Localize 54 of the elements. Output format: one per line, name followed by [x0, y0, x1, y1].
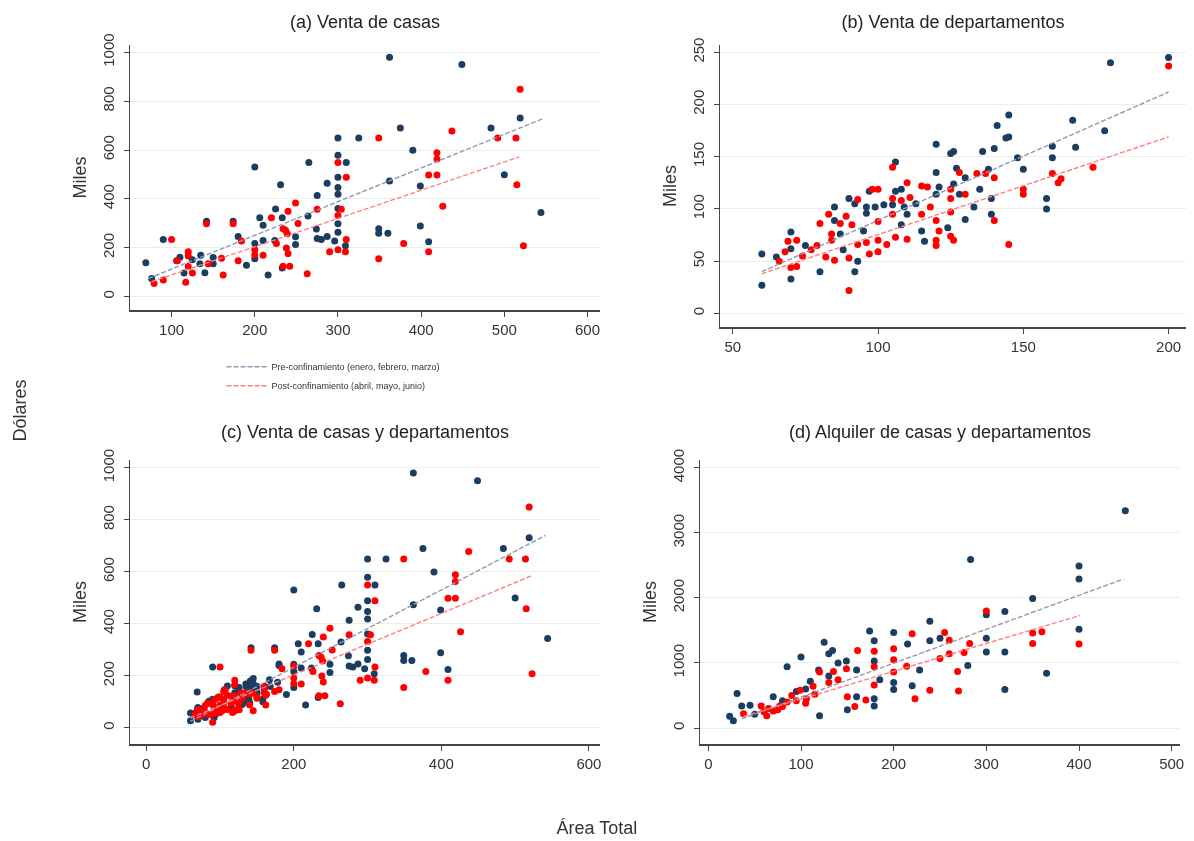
y-tick-label: 100 — [689, 194, 707, 220]
y-tick-label: 3000 — [669, 513, 687, 548]
y-tick-label: 4000 — [669, 448, 687, 483]
y-tick-label: 400 — [99, 609, 117, 635]
x-tick-label: 200 — [242, 320, 268, 338]
y-tick-label: 1000 — [99, 448, 117, 483]
x-tick-label: 50 — [724, 337, 742, 355]
y-tick-label: 150 — [689, 141, 707, 168]
x-tick-label: 150 — [1010, 337, 1036, 355]
y-tick-label: 600 — [99, 557, 117, 583]
x-tick-label: 100 — [865, 337, 891, 355]
y-axis-title: Miles — [69, 580, 90, 624]
y-tick-label: 1000 — [99, 33, 117, 67]
y-tick-label: 800 — [99, 505, 117, 531]
legend-label: Pre-confinamiento (enero, febrero, marzo) — [271, 362, 440, 373]
y-tick-label: 1000 — [669, 644, 687, 678]
x-tick-label: 200 — [881, 754, 907, 772]
x-tick-label: 400 — [1066, 754, 1092, 772]
x-tick-label: 200 — [281, 754, 307, 772]
chart-title: (a) Venta de casas — [289, 12, 441, 33]
y-tick-label: 200 — [689, 89, 707, 115]
x-tick-label: 500 — [1159, 754, 1185, 772]
y-axis-title: Miles — [69, 156, 90, 199]
y-tick-label: 0 — [689, 307, 707, 316]
text: Dólares — [9, 378, 31, 442]
y-tick-label: 400 — [99, 184, 117, 210]
x-tick-label: 100 — [788, 754, 814, 772]
x-tick-label: 400 — [408, 320, 434, 338]
y-tick-label: 250 — [689, 37, 707, 63]
x-tick-label: 300 — [973, 754, 999, 772]
chart-title: (b) Venta de departamentos — [841, 12, 1065, 33]
text: Área Total — [556, 817, 638, 839]
y-axis-title: Miles — [659, 164, 680, 208]
y-tick-label: 2000 — [669, 578, 687, 613]
chart-title: (d) Alquiler de casas y departamentos — [788, 422, 1092, 443]
y-tick-label: 800 — [99, 86, 117, 112]
x-tick-label: 600 — [576, 754, 602, 772]
x-tick-label: 600 — [575, 320, 601, 338]
y-tick-label: 200 — [99, 232, 117, 258]
y-tick-label: 50 — [689, 250, 707, 268]
x-tick-label: 300 — [325, 320, 351, 338]
legend-label: Post-confinamiento (abril, mayo, junio) — [271, 381, 426, 392]
x-tick-label: 100 — [159, 320, 185, 338]
y-axis-title: Miles — [639, 580, 660, 624]
x-tick-label: 400 — [428, 754, 454, 772]
y-tick-label: 600 — [99, 135, 117, 161]
y-tick-label: 0 — [669, 721, 687, 730]
chart-title: (c) Venta de casas y departamentos — [220, 422, 510, 443]
x-tick-label: 500 — [491, 320, 517, 338]
x-tick-label: 0 — [142, 754, 151, 772]
y-tick-label: 0 — [99, 290, 117, 299]
x-tick-label: 200 — [1156, 337, 1182, 355]
y-tick-label: 0 — [99, 721, 117, 730]
y-tick-label: 200 — [99, 661, 117, 687]
